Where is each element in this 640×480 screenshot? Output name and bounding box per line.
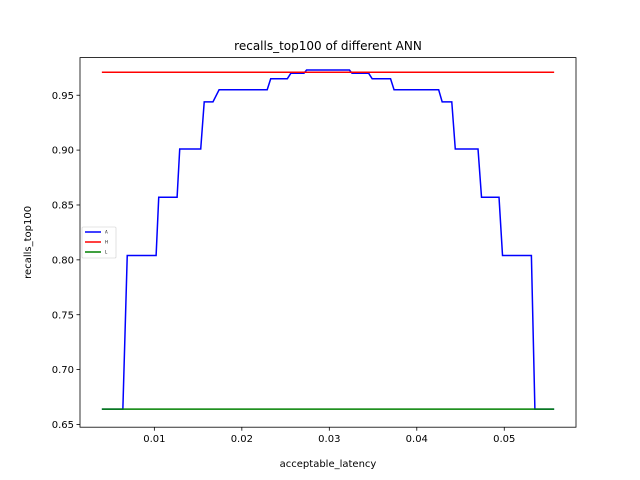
plot-frame xyxy=(79,57,577,428)
x-axis: 0.01 0.02 0.03 0.04 0.05 xyxy=(143,427,515,445)
y-tick-label: 0.85 xyxy=(52,201,74,212)
y-tick-label: 0.75 xyxy=(52,310,74,321)
x-tick-label: 0.02 xyxy=(231,434,253,445)
y-tick-label: 0.90 xyxy=(52,146,74,157)
x-tick-label: 0.04 xyxy=(406,434,428,445)
legend-label-h: H xyxy=(105,240,108,245)
y-tick-label: 0.70 xyxy=(52,365,74,376)
legend-label-l: L xyxy=(105,250,108,255)
x-axis-title: acceptable_latency xyxy=(280,459,377,470)
legend-label-a: A xyxy=(105,230,108,235)
plot-area xyxy=(80,57,576,428)
series-layer xyxy=(101,69,555,410)
chart-title: recalls_top100 of different ANN xyxy=(234,39,422,53)
y-tick-label: 0.65 xyxy=(52,420,74,431)
y-tick-label: 0.80 xyxy=(52,255,74,266)
series-line-a xyxy=(101,69,555,410)
legend: AHL xyxy=(81,226,117,259)
y-tick-label: 0.95 xyxy=(52,91,74,102)
x-tick-label: 0.01 xyxy=(143,434,165,445)
y-axis-title: recalls_top100 xyxy=(23,206,34,279)
y-axis: 0.65 0.70 0.75 0.80 0.85 0.90 0.95 xyxy=(52,91,80,431)
x-tick-label: 0.03 xyxy=(318,434,340,445)
x-tick-label: 0.05 xyxy=(493,434,515,445)
